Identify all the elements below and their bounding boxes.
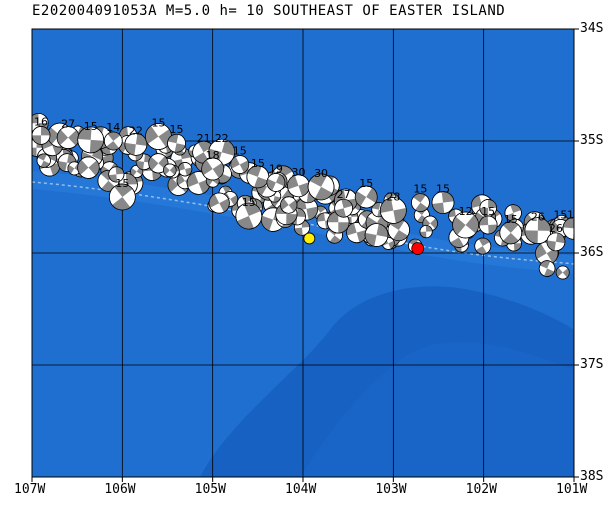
depth-label: 15 [115,177,129,190]
page-title: E202004091053A M=5.0 h= 10 SOUTHEAST OF … [32,3,506,19]
focal-mechanism [346,222,368,244]
lon-label: 107W [14,482,46,497]
focal-mechanism [77,126,105,154]
focal-mechanism [32,126,51,145]
focal-mechanism [431,191,455,214]
focal-mechanism [266,173,286,192]
depth-label: 15 [553,208,567,221]
focal-mechanism [148,153,169,174]
focal-mechanism [499,221,523,245]
focal-mechanism [555,265,570,280]
focal-mechanism [177,162,193,177]
depth-label: 15 [84,120,98,133]
lon-label: 106W [104,482,136,497]
depth-label: 22 [129,124,143,137]
focal-mechanism [108,166,125,183]
focal-mechanism [36,153,51,168]
depth-label: 15 [242,196,256,209]
focal-mechanism [235,202,263,230]
focal-mechanism [56,126,80,149]
main-event-marker [411,242,425,255]
focal-mechanism [538,260,556,277]
focal-mechanism [77,156,100,179]
focal-mechanism [208,192,230,214]
focal-mechanism [479,199,497,217]
lon-label: 102W [465,482,497,497]
focal-mechanism [334,198,353,218]
lat-label: 36S [580,245,604,260]
focal-mechanism [230,155,250,174]
lon-label: 105W [194,482,226,497]
depth-label: 26 [531,211,545,224]
depth-label: 15 [233,145,247,158]
focal-mechanism [379,197,407,224]
focal-mechanism [546,232,566,252]
depth-label: 15 [481,205,495,218]
deep-basin-inner [300,341,574,477]
focal-mechanism [167,133,186,153]
focal-mechanism [307,173,335,201]
depth-label: 21 [197,132,211,145]
depth-label: 26 [549,222,563,235]
depth-label: 15 [359,177,373,190]
focal-mechanism [364,223,389,247]
focal-mechanism [108,183,136,211]
depth-label: 15 [567,208,581,221]
depth-label: 14 [106,121,120,134]
depth-label: 19 [269,162,283,175]
depth-label: 27 [61,118,75,131]
depth-label: 22 [215,132,229,145]
lat-label: 34S [580,21,604,36]
depth-label: 15 [251,157,265,170]
lon-label: 103W [375,482,407,497]
depth-label: 18 [206,149,220,162]
focal-mechanism [452,211,479,239]
focal-mechanism [163,163,177,178]
depth-label: 15 [504,213,518,226]
focal-mechanism [354,185,378,209]
focal-mechanism [186,171,211,195]
focal-mechanism [524,217,552,244]
lat-label: 38S [580,469,604,484]
focal-mechanism [124,133,148,156]
axis-ticks [31,28,579,482]
lon-label: 104W [285,482,317,497]
depth-label: 15 [170,123,184,136]
lon-label: 101W [556,482,588,497]
focal-mechanism [419,225,433,239]
depth-label: 30 [314,167,328,180]
focal-mechanism [474,237,492,255]
focal-mechanism [411,193,430,212]
focal-mechanism [201,157,225,181]
secondary-event-marker [303,232,316,245]
focal-mechanism [103,131,123,151]
depth-label: 15 [436,183,450,196]
depth-label: 27 [337,188,351,201]
main-event-layer [303,232,425,255]
depth-label: 30 [291,166,305,179]
depth-label: 12 [459,205,473,218]
depth-label: 15 [413,183,427,196]
lat-label: 37S [580,357,604,372]
focal-mechanism [478,215,498,235]
focal-mechanism [562,217,574,240]
depth-label: 28 [386,190,400,203]
depth-label: 16 [34,115,48,128]
depth-label: 15 [151,117,165,130]
focal-mechanism [280,196,298,214]
lat-label: 35S [580,133,604,148]
